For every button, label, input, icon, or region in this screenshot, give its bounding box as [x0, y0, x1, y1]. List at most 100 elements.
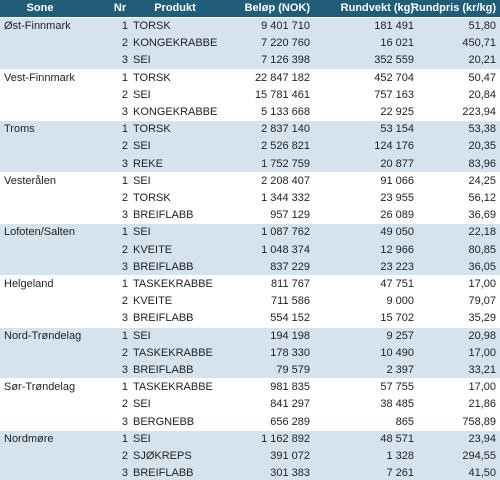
cell: 23,94: [468, 432, 496, 445]
cell: 2 208 407: [261, 174, 310, 187]
cell: 3: [121, 363, 128, 376]
header-row: Sone Nr Produkt Beløp (NOK) Rundvekt (kg) Run…: [0, 0, 500, 17]
cell: SEI: [133, 432, 151, 445]
cell: 3: [121, 209, 128, 222]
sone: Helgeland: [4, 278, 54, 290]
cell: 10 490: [380, 346, 414, 359]
cell: 1 048 374: [261, 243, 310, 256]
cell: 711 586: [271, 295, 310, 308]
cell: 450,71: [462, 37, 496, 50]
cell: 23 955: [380, 191, 414, 204]
cell: 2 397: [386, 363, 414, 376]
cell: TASKEKRABBE: [133, 346, 213, 359]
cell: 50,47: [468, 71, 496, 84]
group: Vest-Finnmark 1 TORSK 22 847 182 452 704 50,4…: [0, 68, 500, 121]
header-cell: Beløp (NOK): [244, 2, 310, 14]
sone: Sør-Trøndelag: [4, 381, 76, 394]
cell: 1 087 762: [261, 226, 310, 239]
cell: 9 257: [386, 329, 414, 342]
cell: 1: [121, 20, 128, 32]
cell: 957 129: [270, 209, 310, 222]
cell: KVEITE: [133, 295, 173, 308]
cell: 57 755: [380, 381, 414, 394]
sone: Vest-Finnmark: [4, 71, 75, 84]
cell: 1 344 332: [261, 191, 310, 204]
cell: 757 163: [374, 88, 414, 101]
cell: TASKEKRABBE: [133, 381, 213, 394]
group: Øst-Finnmark 1 TORSK 9 401 710 181 491 51,80 2…: [0, 17, 500, 69]
cell: 20,21: [468, 54, 496, 67]
cell: 20,35: [468, 140, 496, 153]
sone: Vesterålen: [4, 174, 56, 187]
cell: 83,96: [468, 157, 496, 170]
cell: SEI: [133, 174, 151, 187]
cell: 2: [121, 37, 128, 50]
cell: 9 401 710: [261, 20, 310, 32]
group: Lofoten/Salten 1 SEI 1 087 762 49 050 22,18 2 K…: [0, 223, 500, 275]
cell: SEI: [133, 329, 151, 342]
cell: 22,18: [468, 226, 496, 239]
cell: 56,12: [468, 191, 496, 204]
cell: 554 152: [270, 312, 310, 325]
cell: 3: [121, 312, 128, 325]
cell: 1: [121, 381, 128, 394]
cell: 391 072: [270, 449, 310, 462]
cell: 3: [121, 54, 128, 67]
cell: TORSK: [133, 20, 171, 32]
cell: 1 162 892: [261, 432, 310, 445]
cell: 5 133 668: [261, 105, 310, 118]
cell: 1: [121, 174, 128, 187]
cell: SEI: [133, 140, 151, 153]
cell: 91 066: [380, 174, 414, 187]
cell: SJØKREPS: [133, 449, 192, 462]
cell: KONGEKRABBE: [133, 37, 218, 50]
cell: BREIFLABB: [133, 467, 194, 480]
cell: 352 559: [374, 54, 414, 67]
group: Troms 1 TORSK 2 837 140 53 154 53,38 2 SEI 2 526…: [0, 120, 500, 172]
cell: 837 229: [270, 260, 310, 273]
cell: 24,25: [468, 174, 496, 187]
cell: 178 330: [270, 346, 310, 359]
cell: BREIFLABB: [133, 209, 194, 222]
cell: 15 781 461: [254, 88, 310, 101]
cell: 36,05: [468, 260, 496, 273]
group: Helgeland 1 TASKEKRABBE 811 767 47 751 17,00 2…: [0, 275, 500, 327]
cell: 2: [121, 88, 128, 101]
cell: 48 571: [380, 432, 414, 445]
cell: 20,98: [468, 329, 496, 342]
cell: 26 089: [380, 209, 414, 222]
cell: 301 383: [270, 467, 310, 480]
cell: 2 526 821: [261, 140, 310, 153]
cell: 181 491: [374, 20, 414, 32]
cell: KONGEKRABBE: [133, 105, 218, 118]
cell: TORSK: [133, 71, 171, 84]
cell: 38 485: [380, 398, 414, 411]
cell: 20 877: [380, 157, 414, 170]
cell: 23 223: [380, 260, 414, 273]
cell: 36,69: [468, 209, 496, 222]
cell: SEI: [133, 398, 151, 411]
cell: 21,86: [468, 398, 496, 411]
header-cell: Sone: [26, 2, 54, 14]
cell: 9 000: [386, 295, 414, 308]
cell: 1: [121, 71, 128, 84]
group: Nord-Trøndelag 1 SEI 194 198 9 257 20,98 2 TASK…: [0, 326, 500, 379]
cell: 3: [121, 415, 128, 428]
header-cell: Nr: [113, 2, 127, 14]
cell: 51,80: [468, 20, 496, 32]
cell: 7 220 760: [261, 37, 310, 50]
cell: 2: [121, 346, 128, 359]
cell: 16 021: [380, 37, 414, 50]
group: Nordmøre 1 SEI 1 162 892 48 571 23,94 2 SJØKREP…: [0, 429, 500, 480]
cell: 1: [121, 226, 128, 239]
cell: 124 176: [374, 140, 414, 153]
cell: 33,21: [468, 363, 496, 376]
cell: 294,55: [462, 449, 496, 462]
cell: 22 847 182: [254, 71, 310, 84]
cell: BREIFLABB: [133, 260, 194, 273]
cell: 53 154: [380, 123, 414, 136]
sone: Nordmøre: [4, 432, 54, 445]
cell: 1: [121, 432, 128, 445]
cell: BREIFLABB: [133, 312, 194, 325]
